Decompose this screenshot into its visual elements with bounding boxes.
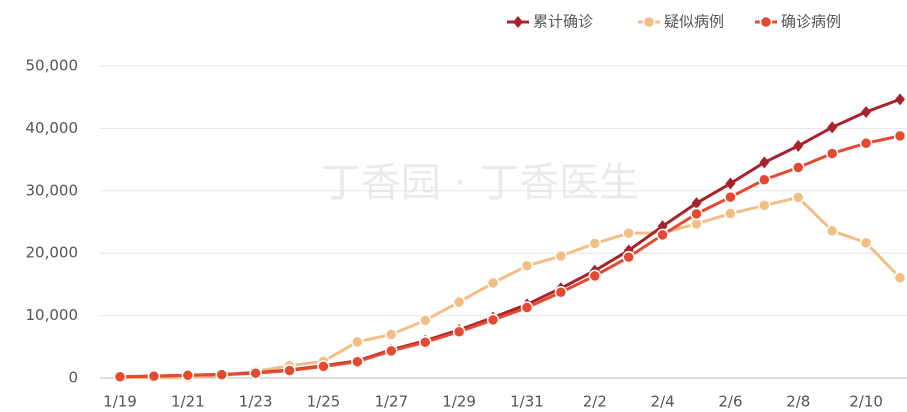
data-point bbox=[861, 105, 872, 118]
data-point bbox=[827, 121, 838, 134]
data-point bbox=[486, 276, 500, 290]
data-point bbox=[895, 93, 905, 106]
y-tick-label: 0 bbox=[68, 369, 78, 387]
x-tick-label: 1/25 bbox=[307, 393, 341, 411]
series-line bbox=[119, 97, 901, 379]
data-point bbox=[725, 177, 736, 190]
data-point bbox=[181, 369, 195, 382]
x-tick-label: 1/29 bbox=[442, 393, 476, 411]
data-point bbox=[724, 190, 737, 204]
x-tick-label: 2/6 bbox=[718, 393, 742, 411]
x-tick-label: 1/23 bbox=[239, 393, 273, 411]
x-tick-label: 2/10 bbox=[849, 393, 883, 411]
data-point bbox=[147, 369, 161, 383]
data-point bbox=[759, 156, 770, 169]
legend-marker bbox=[759, 15, 773, 29]
y-tick-label: 10,000 bbox=[26, 306, 79, 324]
data-point bbox=[588, 237, 602, 250]
y-tick-label: 40,000 bbox=[26, 119, 79, 137]
legend-label: 确诊病例 bbox=[781, 13, 841, 31]
x-tick-label: 1/31 bbox=[510, 393, 544, 411]
data-point bbox=[452, 295, 466, 309]
data-point bbox=[622, 226, 635, 240]
data-point bbox=[859, 136, 873, 150]
data-point bbox=[418, 335, 432, 349]
data-point bbox=[520, 259, 534, 273]
data-point bbox=[893, 271, 907, 284]
legend-label: 累计确诊 bbox=[533, 13, 593, 31]
data-point bbox=[520, 301, 534, 314]
data-point bbox=[385, 344, 398, 358]
data-point bbox=[622, 250, 635, 264]
data-point bbox=[418, 314, 432, 327]
x-tick-label: 1/21 bbox=[171, 393, 205, 411]
data-point bbox=[758, 173, 771, 186]
data-point bbox=[691, 197, 702, 210]
data-point bbox=[452, 325, 466, 338]
data-point bbox=[554, 285, 568, 299]
x-tick-label: 1/27 bbox=[374, 393, 408, 411]
series-line bbox=[120, 195, 902, 380]
x-tick-label: 2/8 bbox=[786, 393, 810, 411]
data-point bbox=[758, 199, 771, 212]
x-tick-label: 1/19 bbox=[103, 393, 137, 411]
data-point bbox=[793, 139, 804, 152]
data-point bbox=[385, 328, 398, 341]
legend-marker bbox=[642, 15, 656, 29]
data-point bbox=[351, 355, 364, 368]
data-point bbox=[690, 207, 703, 221]
x-tick-label: 2/4 bbox=[651, 393, 675, 411]
data-point bbox=[249, 366, 262, 380]
data-point bbox=[623, 244, 634, 257]
data-point bbox=[283, 364, 296, 377]
data-point bbox=[859, 236, 873, 249]
y-tick-label: 50,000 bbox=[26, 57, 79, 75]
data-point bbox=[588, 269, 602, 283]
x-tick-label: 2/2 bbox=[583, 393, 607, 411]
data-point bbox=[792, 161, 805, 174]
data-point bbox=[893, 129, 907, 143]
data-point bbox=[317, 360, 330, 373]
data-point bbox=[215, 368, 228, 381]
data-point bbox=[825, 224, 839, 238]
data-point bbox=[825, 147, 839, 160]
data-point bbox=[351, 335, 364, 349]
legend-marker bbox=[513, 16, 523, 28]
watermark: 丁香园 · 丁香医生 bbox=[321, 160, 639, 206]
data-point bbox=[656, 228, 669, 242]
y-tick-label: 30,000 bbox=[26, 181, 79, 199]
y-tick-label: 20,000 bbox=[26, 244, 79, 262]
legend-label: 疑似病例 bbox=[664, 13, 724, 31]
data-point bbox=[554, 249, 568, 263]
data-point bbox=[792, 191, 805, 204]
data-point bbox=[486, 313, 500, 327]
data-point bbox=[724, 207, 737, 220]
data-point bbox=[113, 370, 127, 384]
